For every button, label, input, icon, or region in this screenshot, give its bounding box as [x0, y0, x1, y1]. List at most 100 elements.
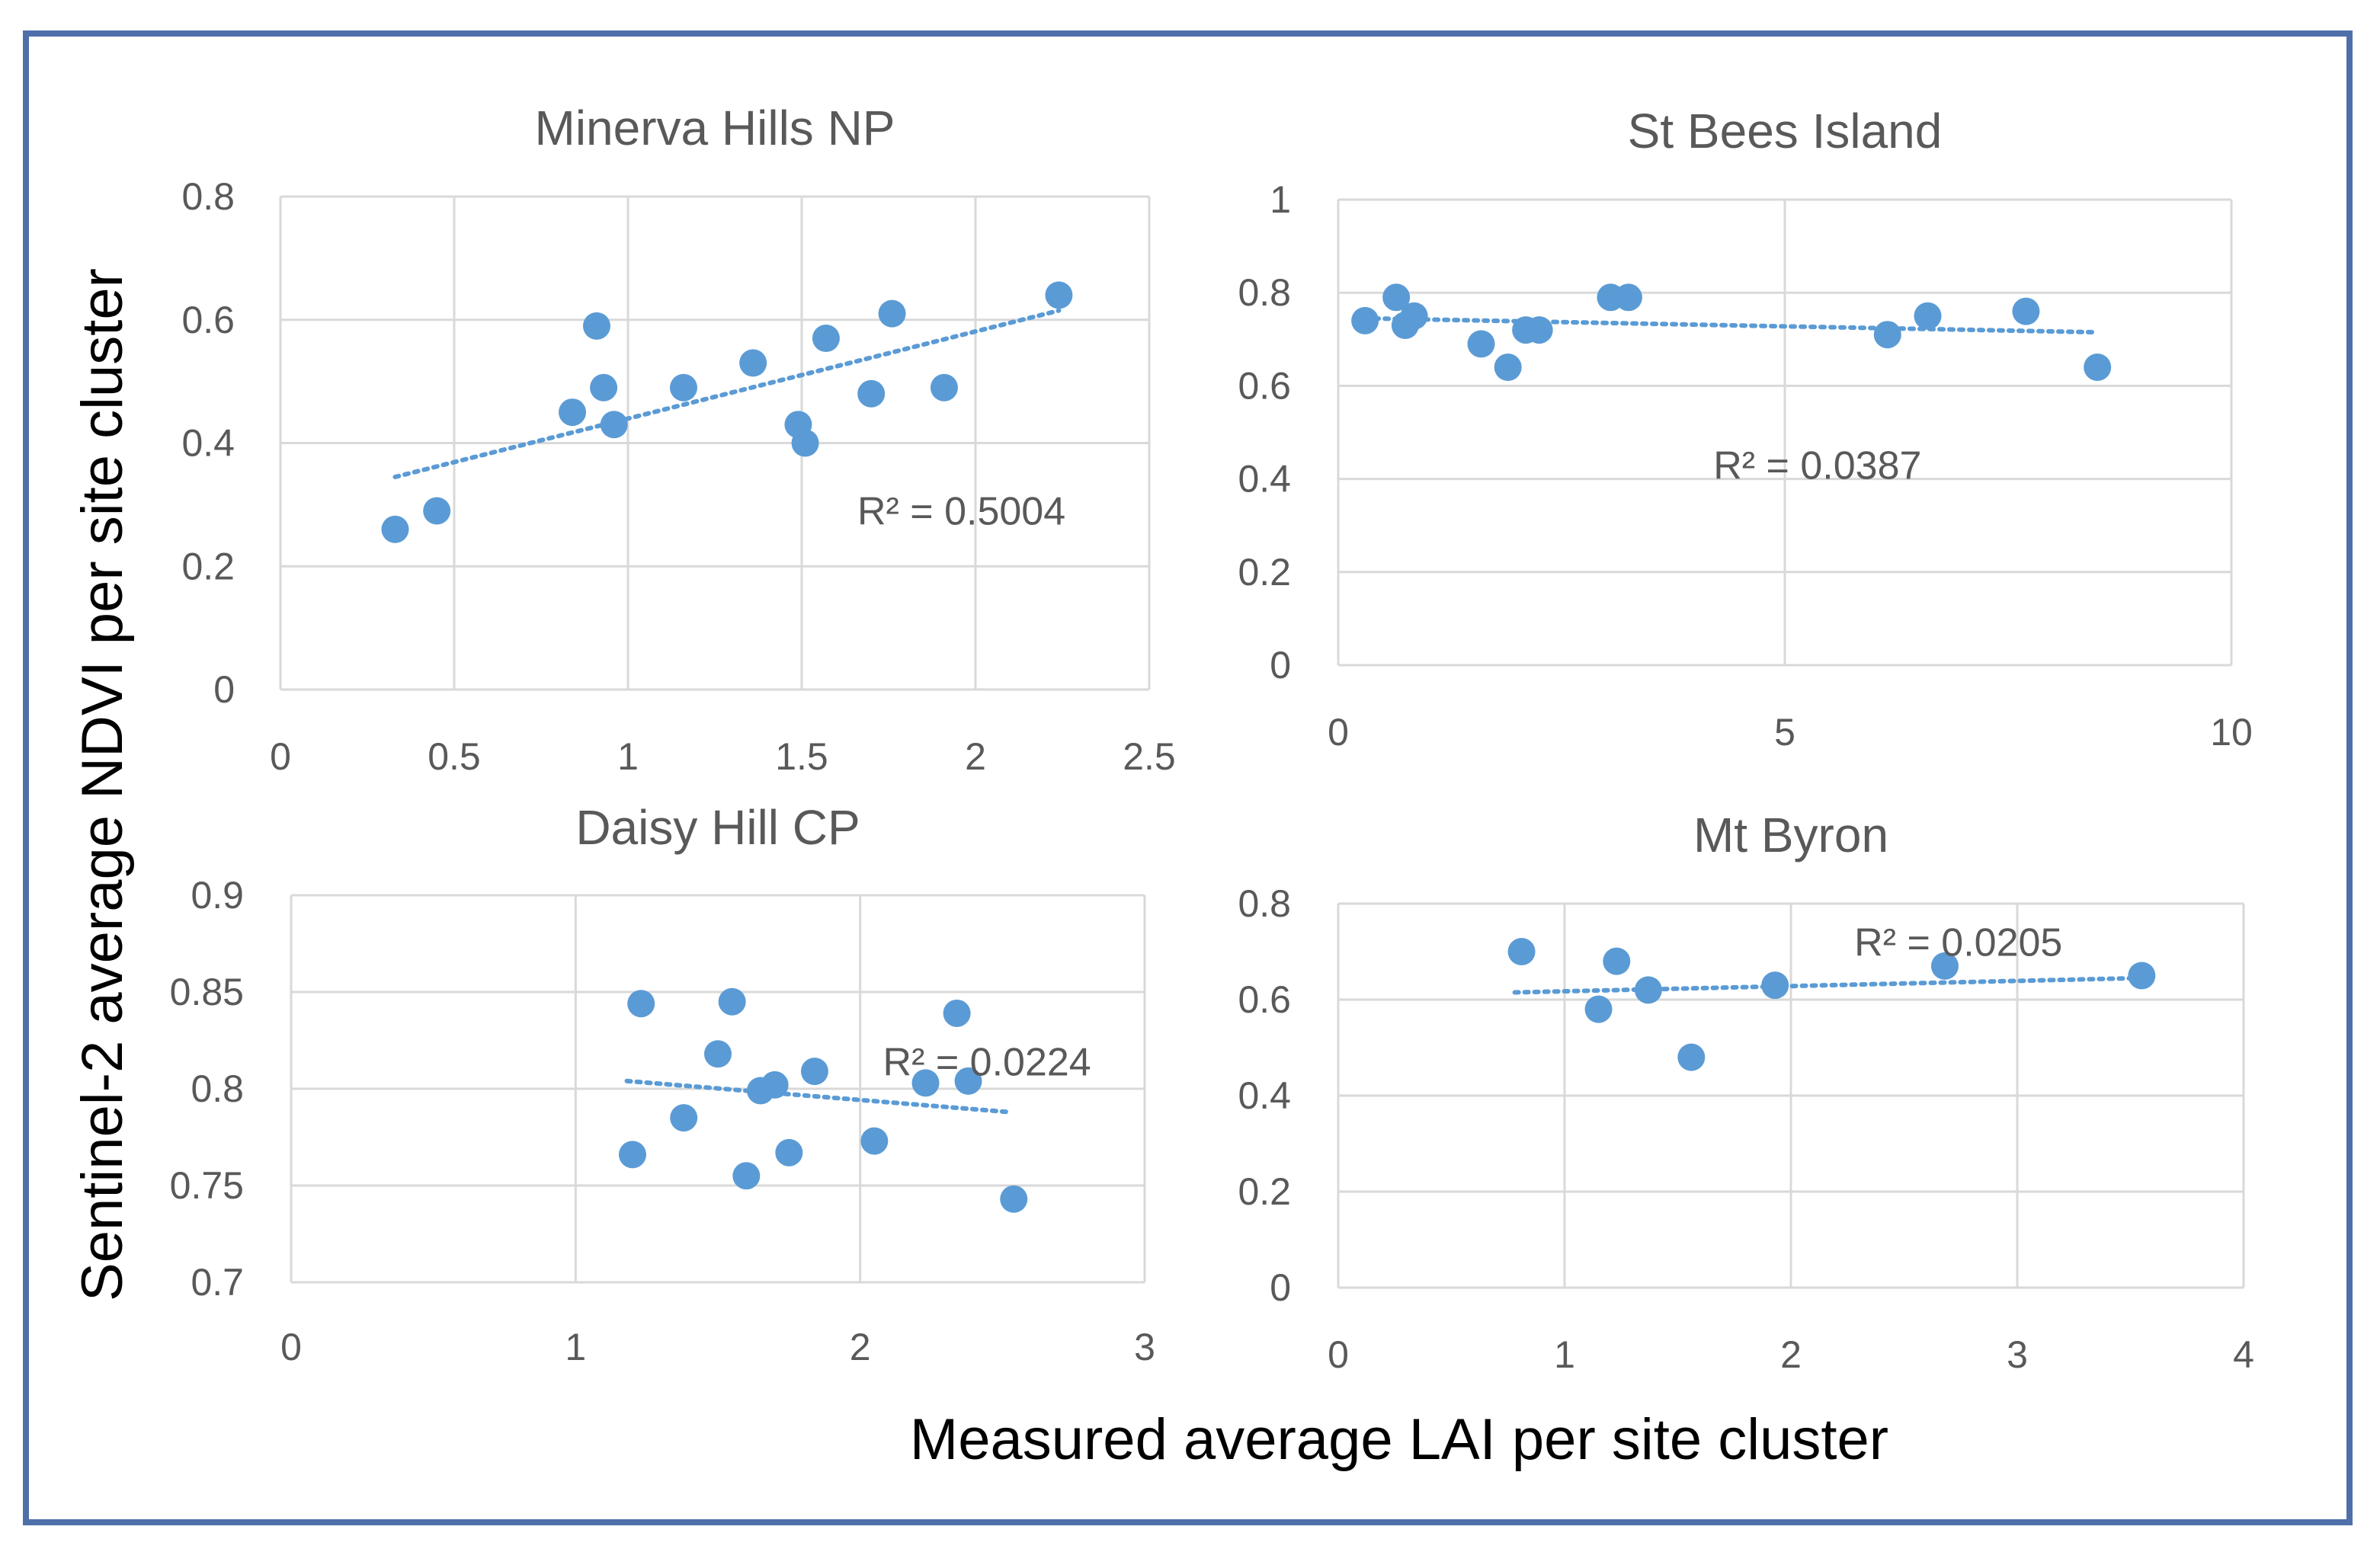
y-tick-label: 0.4: [1238, 458, 1291, 501]
data-point: [857, 379, 886, 408]
data-point: [930, 373, 958, 402]
x-tick-label: 1: [617, 735, 639, 778]
x-tick-label: 0.5: [428, 735, 481, 778]
r-squared-label: R² = 0.0224: [883, 1040, 1091, 1084]
trendline: [1363, 315, 2100, 335]
x-tick-label: 2: [965, 735, 986, 778]
data-point: [911, 1069, 940, 1097]
data-point: [1584, 995, 1613, 1023]
y-tick-label: 0.85: [170, 971, 244, 1013]
data-point: [423, 497, 451, 525]
x-tick-label: 0: [1328, 1333, 1349, 1376]
data-point: [2128, 962, 2156, 990]
data-point: [791, 429, 819, 457]
x-axis-label: Measured average LAI per site cluster: [910, 1407, 1888, 1472]
chart-panel-3: 0 1 2 3 0.7 0.75 0.8 0.85 0.9 Daisy Hill CP R² = 0…: [170, 800, 1155, 1368]
r-squared-label: R² = 0.0387: [1713, 443, 1921, 488]
x-tick-label: 2.5: [1123, 735, 1176, 778]
data-point: [1467, 330, 1495, 358]
y-tick-label: 0.75: [170, 1164, 244, 1207]
x-tick-label: 1: [565, 1326, 586, 1368]
y-tick-label: 0: [1270, 644, 1291, 686]
data-point: [1761, 971, 1789, 1000]
y-tick-label: 0.6: [1238, 364, 1291, 407]
y-tick-label: 0.2: [1238, 551, 1291, 594]
chart-title: Mt Byron: [1693, 808, 1888, 862]
data-point: [2012, 297, 2040, 325]
x-tick-label: 10: [2210, 711, 2253, 754]
data-point: [619, 1141, 646, 1169]
data-point: [943, 999, 971, 1027]
data-point: [1677, 1043, 1706, 1071]
data-point: [1603, 947, 1631, 975]
data-point: [878, 299, 906, 328]
trendline: [1512, 975, 2145, 995]
y-tick-label: 0.4: [181, 422, 235, 465]
data-point: [860, 1127, 889, 1155]
data-point: [590, 373, 618, 402]
y-tick-label: 0.8: [191, 1067, 244, 1110]
data-point: [1634, 976, 1662, 1004]
x-tick-label: 4: [2233, 1333, 2254, 1376]
data-point: [812, 325, 840, 353]
data-point: [582, 312, 610, 340]
chart-title: Daisy Hill CP: [575, 800, 860, 855]
data-point: [761, 1070, 789, 1099]
trendline: [392, 308, 1062, 479]
chart-panel-1: 0 0.5 1 1.5 2 2.5 0 0.2 0.4 0.6 0.8 Minerva Hills N…: [181, 101, 1175, 778]
data-point: [1045, 281, 1073, 309]
data-point: [1494, 353, 1522, 381]
data-point: [1873, 321, 1901, 349]
x-tick-label: 3: [1134, 1326, 1155, 1368]
x-tick-label: 0: [1328, 711, 1349, 754]
x-tick-label: 1: [1554, 1333, 1575, 1376]
chart-panel-4: 0 1 2 3 4 0 0.2 0.4 0.6 0.8 Mt Byron R² = 0.0205: [1238, 808, 2253, 1376]
x-tick-label: 2: [850, 1326, 871, 1368]
y-tick-label: 0.2: [1238, 1170, 1291, 1213]
y-tick-label: 0.9: [191, 874, 244, 917]
y-tick-label: 0.8: [181, 175, 235, 218]
data-point: [739, 349, 767, 377]
data-point: [1930, 952, 1959, 980]
y-tick-label: 0: [213, 668, 235, 711]
data-point: [954, 1067, 982, 1095]
data-point: [1507, 938, 1536, 965]
data-point: [1382, 283, 1411, 312]
y-tick-label: 0.4: [1238, 1074, 1291, 1117]
data-point: [669, 373, 697, 402]
chart-title: St Bees Island: [1628, 104, 1943, 158]
data-point: [1914, 302, 1942, 330]
y-tick-label: 0.8: [1238, 271, 1291, 314]
x-tick-label: 3: [2007, 1333, 2028, 1376]
x-tick-label: 0: [280, 1326, 302, 1368]
data-point: [732, 1162, 761, 1190]
x-tick-label: 2: [1780, 1333, 1802, 1376]
data-point: [600, 411, 628, 439]
data-point: [670, 1104, 698, 1132]
y-tick-label: 0.6: [1238, 978, 1291, 1021]
r-squared-label: R² = 0.0205: [1854, 920, 2062, 965]
trendline: [624, 1078, 1011, 1115]
data-point: [1525, 316, 1553, 344]
data-point: [559, 398, 587, 427]
y-tick-label: 0: [1270, 1266, 1291, 1309]
y-tick-label: 0.8: [1238, 882, 1291, 925]
data-point: [718, 987, 746, 1016]
x-tick-label: 1.5: [775, 735, 828, 778]
data-point: [800, 1058, 828, 1086]
data-point: [381, 515, 409, 543]
data-point: [1400, 302, 1428, 330]
y-tick-label: 0.7: [191, 1261, 244, 1304]
y-tick-label: 0.2: [181, 545, 235, 587]
y-axis-label: Sentinel-2 average NDVI per site cluster: [70, 268, 135, 1301]
y-tick-label: 1: [1270, 178, 1291, 221]
chart-panel-2: 0 5 10 0 0.2 0.4 0.6 0.8 1 St Bees Island R² = 0.0…: [1238, 104, 2252, 754]
x-tick-label: 0: [270, 735, 291, 778]
chart-title: Minerva Hills NP: [535, 101, 895, 155]
data-point: [2084, 353, 2112, 381]
r-squared-label: R² = 0.5004: [857, 489, 1065, 533]
data-point: [1000, 1185, 1028, 1213]
data-point: [1614, 283, 1642, 312]
data-point: [1351, 306, 1379, 334]
